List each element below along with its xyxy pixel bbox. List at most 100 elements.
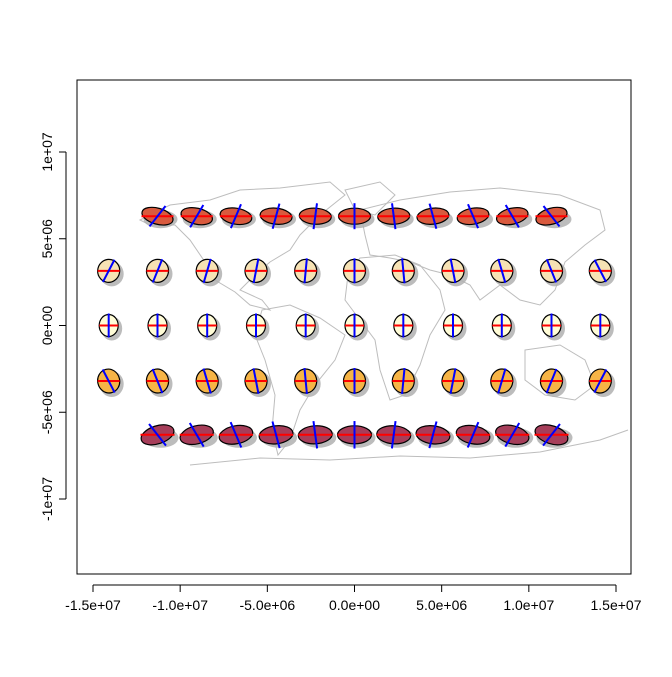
x-tick-label: -1.0e+07	[152, 597, 208, 613]
meridian-line	[542, 423, 561, 447]
meridian-line	[148, 205, 167, 228]
greenland-outline	[344, 181, 396, 216]
meridian-line	[148, 423, 167, 447]
indicatrix	[590, 313, 614, 341]
indicatrix	[97, 258, 124, 287]
indicatrix	[342, 368, 370, 398]
meridian-line	[545, 368, 558, 394]
indicatrix	[97, 368, 124, 398]
meridian-line	[542, 205, 561, 228]
meridian-line	[545, 258, 558, 283]
indicatrix	[342, 258, 370, 287]
meridian-line	[467, 203, 480, 229]
meridian-line	[102, 259, 116, 283]
indicatrix	[377, 203, 414, 230]
indicatrix	[455, 421, 495, 448]
meridian-line	[101, 369, 116, 394]
meridian-line	[497, 368, 507, 394]
meridian-line	[312, 203, 318, 230]
north-america-outline	[138, 181, 346, 311]
indicatrix	[298, 203, 336, 230]
indicatrix	[141, 205, 178, 229]
indicatrix	[541, 313, 565, 341]
meridian-line	[428, 203, 438, 230]
indicatrix	[441, 258, 468, 287]
x-tick-label: -1.5e+07	[65, 597, 121, 613]
antarctica-outline	[189, 429, 629, 466]
indicatrix	[491, 313, 516, 341]
indicatrix	[140, 423, 179, 448]
meridian-line	[391, 203, 397, 230]
meridian-line	[229, 203, 242, 229]
indicatrix	[179, 422, 218, 448]
indicatrix	[336, 421, 376, 449]
meridian-line	[303, 258, 308, 284]
indicatrix	[258, 421, 298, 449]
indicatrix	[244, 368, 272, 398]
y-tick-label: 0e+00	[39, 306, 55, 346]
meridian-line	[303, 367, 308, 395]
indicatrix	[294, 258, 321, 287]
indicatrix	[442, 313, 467, 341]
meridian-line	[466, 421, 480, 448]
indicatrix	[244, 258, 272, 287]
meridian-line	[189, 204, 205, 228]
indicatrix	[416, 203, 453, 230]
meridian-line	[229, 421, 243, 448]
indicatrix	[441, 368, 468, 398]
x-tick-label: 1.0e+07	[503, 597, 554, 613]
meridian-line	[504, 204, 520, 228]
indicatrix	[534, 423, 573, 448]
meridian-line	[271, 421, 281, 449]
meridian-line	[271, 203, 281, 230]
indicatrix	[297, 421, 337, 449]
x-tick-label: -5.0e+06	[239, 597, 295, 613]
indicatrix	[294, 367, 321, 398]
meridian-line	[312, 421, 319, 449]
meridian-line	[252, 258, 260, 284]
indicatrix	[393, 313, 417, 341]
meridian-line	[188, 422, 205, 448]
meridian-line	[151, 258, 164, 283]
indicatrix	[391, 367, 419, 398]
south-america-outline	[254, 304, 346, 457]
meridian-line	[202, 258, 212, 284]
indicatrix	[218, 421, 257, 448]
axes: -1.5e+07 -1.0e+07 -5.0e+06 0.0e+00 5.0e+06 1.…	[39, 132, 642, 613]
meridian-line	[401, 367, 406, 395]
indicatrix	[337, 203, 375, 230]
indicatrix	[197, 313, 221, 341]
meridian-line	[202, 368, 212, 394]
indicatrix	[490, 368, 517, 398]
indicatrix	[415, 421, 454, 449]
meridian-line	[428, 421, 438, 449]
australia-outline	[524, 344, 596, 401]
meridian-line	[151, 368, 164, 394]
x-tick-label: 0.0e+00	[329, 597, 380, 613]
x-tick-label: 1.5e+07	[591, 597, 642, 613]
indicatrix	[98, 313, 123, 341]
indicatrix	[259, 203, 297, 230]
indicatrix	[588, 368, 616, 398]
indicatrix	[145, 258, 173, 287]
y-tick-label: -5e+06	[39, 390, 55, 434]
meridian-line	[504, 422, 521, 448]
indicatrix	[180, 204, 217, 229]
indicatrix	[391, 258, 419, 287]
meridian-line	[401, 258, 406, 284]
meridian-line	[390, 421, 397, 449]
indicatrix	[495, 422, 534, 448]
indicatrix	[588, 258, 616, 287]
meridian-line	[449, 368, 457, 394]
tissot-indicatrices	[97, 203, 616, 449]
indicatrix	[219, 203, 256, 229]
indicatrix	[145, 368, 173, 398]
indicatrix	[376, 421, 415, 449]
indicatrix	[539, 368, 567, 398]
meridian-line	[497, 258, 507, 284]
indicatrix	[195, 258, 223, 287]
y-tick-label: -1e+07	[39, 477, 55, 521]
europe-asia-outline	[359, 187, 606, 306]
y-tick-label: 5e+06	[39, 219, 55, 259]
